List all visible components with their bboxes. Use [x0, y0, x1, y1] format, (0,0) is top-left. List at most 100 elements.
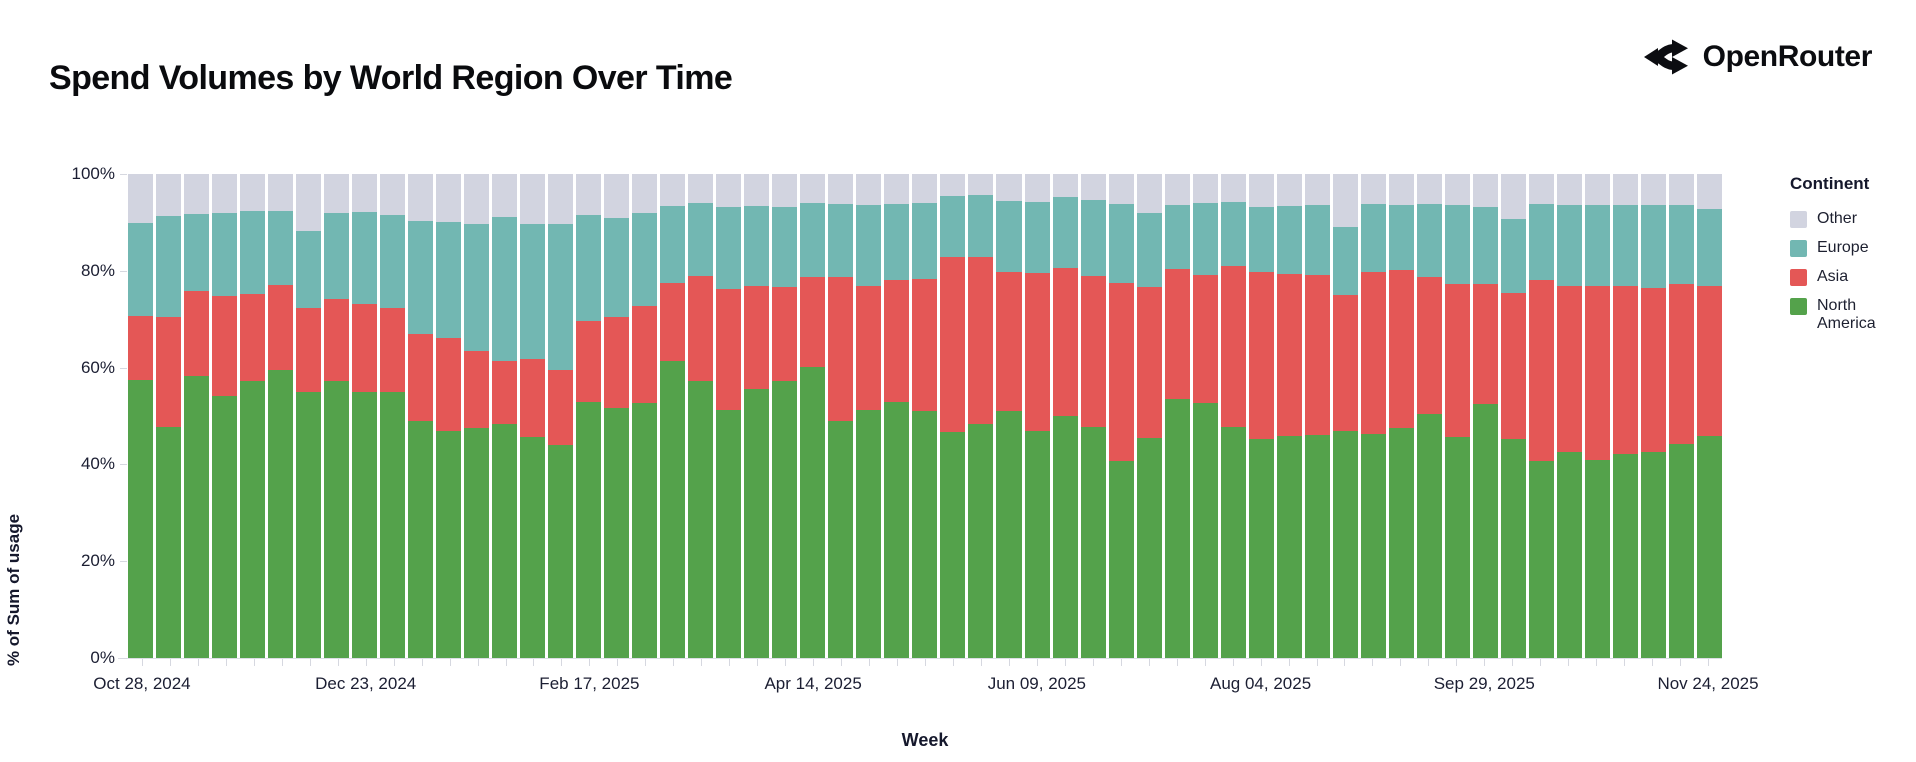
- segment-asia: [1584, 285, 1610, 460]
- segment-other: [1696, 174, 1722, 209]
- x-axis-minor-tick: [141, 659, 143, 666]
- x-axis-minor-tick: [1652, 659, 1654, 666]
- segment-other: [436, 174, 462, 223]
- bar-week: [240, 174, 266, 658]
- bar-week: [324, 174, 350, 658]
- x-axis-minor-tick: [841, 659, 843, 666]
- x-axis-minor-tick: [1176, 659, 1178, 666]
- segment-asia: [184, 290, 210, 376]
- segment-europe: [772, 206, 798, 288]
- segment-north-america: [380, 391, 406, 658]
- bar-week: [996, 174, 1022, 658]
- bar-week: [1164, 174, 1190, 658]
- segment-other: [1360, 174, 1386, 205]
- segment-other: [576, 174, 602, 216]
- bar-week: [632, 174, 658, 658]
- legend-title: Continent: [1790, 174, 1870, 193]
- segment-other: [548, 174, 574, 224]
- segment-europe: [1108, 204, 1134, 284]
- segment-north-america: [1164, 398, 1190, 658]
- segment-asia: [1332, 294, 1358, 432]
- bar-week: [1528, 174, 1554, 658]
- segment-asia: [1052, 268, 1078, 416]
- x-axis-minor-tick: [1512, 659, 1514, 666]
- segment-north-america: [520, 437, 546, 658]
- segment-other: [688, 174, 714, 204]
- x-axis-minor-tick: [421, 659, 423, 666]
- x-axis-minor-tick: [1708, 659, 1710, 666]
- segment-north-america: [940, 432, 966, 658]
- segment-other: [352, 174, 378, 212]
- segment-asia: [1248, 271, 1274, 440]
- segment-north-america: [1108, 461, 1134, 658]
- bar-week: [1304, 174, 1330, 658]
- bar-week: [1360, 174, 1386, 658]
- segment-other: [212, 174, 238, 213]
- legend-label: North America: [1817, 297, 1876, 332]
- x-axis-minor-tick: [645, 659, 647, 666]
- segment-europe: [968, 195, 994, 258]
- bar-week: [744, 174, 770, 658]
- segment-north-america: [576, 402, 602, 658]
- segment-north-america: [1612, 454, 1638, 658]
- segment-asia: [548, 369, 574, 446]
- x-axis-minor-tick: [309, 659, 311, 666]
- segment-asia: [1360, 271, 1386, 435]
- segment-europe: [1444, 205, 1470, 285]
- x-axis-minor-tick: [1288, 659, 1290, 666]
- segment-asia: [1164, 269, 1190, 399]
- x-axis-tick-label: Sep 29, 2025: [1433, 674, 1535, 693]
- x-axis-minor-tick: [533, 659, 535, 666]
- segment-europe: [940, 195, 966, 258]
- segment-other: [1136, 174, 1162, 213]
- x-axis-minor-tick: [253, 659, 255, 666]
- x-axis-minor-tick: [757, 659, 759, 666]
- bar-week: [1556, 174, 1582, 658]
- segment-europe: [408, 221, 434, 334]
- segment-other: [1472, 174, 1498, 208]
- segment-europe: [856, 204, 882, 287]
- segment-north-america: [268, 370, 294, 658]
- segment-asia: [1444, 284, 1470, 437]
- x-axis-minor-tick: [1456, 659, 1458, 666]
- segment-asia: [492, 361, 518, 425]
- segment-other: [492, 174, 518, 218]
- segment-asia: [1304, 274, 1330, 436]
- segment-other: [632, 174, 658, 214]
- segment-other: [268, 174, 294, 211]
- segment-asia: [1080, 275, 1106, 428]
- legend-swatch-icon: [1790, 298, 1807, 315]
- segment-asia: [1612, 286, 1638, 455]
- segment-asia: [1388, 269, 1414, 429]
- segment-north-america: [184, 375, 210, 658]
- segment-europe: [744, 205, 770, 287]
- segment-north-america: [996, 411, 1022, 658]
- x-axis-minor-tick: [1260, 659, 1262, 666]
- bar-week: [380, 174, 406, 658]
- segment-asia: [520, 359, 546, 438]
- segment-other: [828, 174, 854, 205]
- segment-other: [884, 174, 910, 205]
- bar-week: [1500, 174, 1526, 658]
- bar-week: [1332, 174, 1358, 658]
- bar-week: [660, 174, 686, 658]
- segment-other: [1668, 174, 1694, 205]
- segment-europe: [1668, 204, 1694, 285]
- x-axis-minor-tick: [785, 659, 787, 666]
- segment-europe: [1612, 204, 1638, 287]
- x-axis-minor-tick: [393, 659, 395, 666]
- segment-europe: [1584, 204, 1610, 286]
- y-axis-tick-label: 0%: [90, 648, 115, 667]
- segment-north-america: [324, 381, 350, 658]
- segment-north-america: [1052, 415, 1078, 658]
- x-axis-minor-tick: [980, 659, 982, 666]
- segment-asia: [1108, 283, 1134, 461]
- segment-north-america: [240, 381, 266, 658]
- x-axis-minor-tick: [1428, 659, 1430, 666]
- segment-other: [1108, 174, 1134, 205]
- segment-north-america: [1080, 427, 1106, 658]
- segment-asia: [744, 286, 770, 390]
- segment-north-america: [1248, 439, 1274, 658]
- legend-label: Europe: [1817, 239, 1869, 256]
- bar-week: [1220, 174, 1246, 658]
